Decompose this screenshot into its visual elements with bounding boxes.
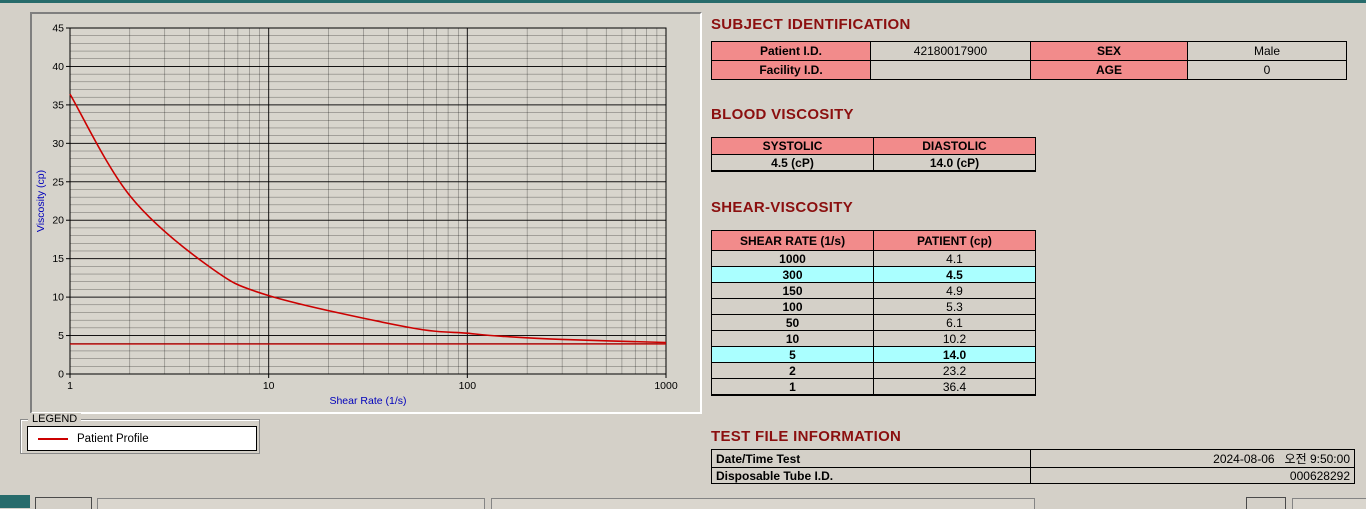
svg-text:0: 0 bbox=[58, 369, 64, 381]
svg-text:25: 25 bbox=[52, 176, 64, 188]
subject-identification-title: SUBJECT IDENTIFICATION bbox=[711, 16, 911, 33]
table-row: Facility I.D. AGE 0 bbox=[711, 60, 1347, 80]
svg-text:1000: 1000 bbox=[654, 380, 678, 392]
shear-rate-cell: 1 bbox=[711, 378, 874, 396]
shear-rate-cell: 50 bbox=[711, 314, 874, 331]
bottom-left-corner-block bbox=[0, 495, 30, 508]
table-row: Disposable Tube I.D. 000628292 bbox=[711, 467, 1355, 484]
legend-caption: LEGEND bbox=[28, 413, 82, 425]
patient-cp-header: PATIENT (cp) bbox=[873, 230, 1036, 251]
patient-profile-line-sample bbox=[38, 437, 68, 440]
sex-label: SEX bbox=[1030, 41, 1188, 61]
table-row: Date/Time Test 2024-08-06 오전 9:50:00 bbox=[711, 449, 1355, 468]
svg-text:1: 1 bbox=[67, 380, 73, 392]
diastolic-header: DIASTOLIC bbox=[873, 137, 1036, 155]
svg-text:100: 100 bbox=[459, 380, 477, 392]
svg-text:20: 20 bbox=[52, 215, 64, 227]
partial-panel-3[interactable] bbox=[1292, 498, 1366, 509]
shear-viscosity-table: SHEAR RATE (1/s) PATIENT (cp) 1000 4.1 3… bbox=[711, 230, 1036, 396]
partial-panel-1[interactable] bbox=[97, 498, 485, 509]
table-header-row: SHEAR RATE (1/s) PATIENT (cp) bbox=[711, 230, 1036, 251]
patient-value-cell: 10.2 bbox=[873, 330, 1036, 347]
sex-value: Male bbox=[1187, 41, 1347, 61]
facility-id-label: Facility I.D. bbox=[711, 60, 871, 80]
legend-group: LEGEND Patient Profile bbox=[20, 413, 260, 454]
shear-rate-header: SHEAR RATE (1/s) bbox=[711, 230, 874, 251]
viscosity-chart: 0 5 10 15 20 25 30 35 40 45 1 10 100 1000 Viscosity (c… bbox=[35, 23, 678, 408]
top-edge-strip bbox=[0, 0, 1366, 3]
shear-rate-cell: 2 bbox=[711, 362, 874, 379]
table-row: 150 4.9 bbox=[711, 282, 1036, 299]
svg-text:30: 30 bbox=[52, 138, 64, 150]
shear-rate-cell: 10 bbox=[711, 330, 874, 347]
age-label: AGE bbox=[1030, 60, 1188, 80]
patient-value-cell: 4.9 bbox=[873, 282, 1036, 299]
blood-viscosity-table: SYSTOLIC DIASTOLIC 4.5 (cP) 14.0 (cP) bbox=[711, 137, 1036, 172]
svg-text:35: 35 bbox=[52, 99, 64, 111]
table-row: 1 36.4 bbox=[711, 378, 1036, 396]
table-row: 1000 4.1 bbox=[711, 250, 1036, 267]
facility-id-value bbox=[870, 60, 1031, 80]
patient-value-cell: 4.5 bbox=[873, 266, 1036, 283]
disposable-tube-id-label: Disposable Tube I.D. bbox=[711, 467, 1031, 484]
svg-text:10: 10 bbox=[263, 380, 275, 392]
date-time-test-label: Date/Time Test bbox=[711, 449, 1031, 468]
blood-viscosity-title: BLOOD VISCOSITY bbox=[711, 106, 854, 123]
legend-box: Patient Profile bbox=[27, 426, 257, 451]
patient-value-cell: 4.1 bbox=[873, 250, 1036, 267]
svg-text:45: 45 bbox=[52, 23, 64, 35]
svg-text:Viscosity (cp): Viscosity (cp) bbox=[35, 170, 47, 232]
legend-series-label: Patient Profile bbox=[77, 432, 149, 445]
shear-rate-cell: 5 bbox=[711, 346, 874, 363]
shear-rate-cell: 100 bbox=[711, 298, 874, 315]
systolic-header: SYSTOLIC bbox=[711, 137, 874, 155]
disposable-tube-id-value: 000628292 bbox=[1030, 467, 1355, 484]
table-row: 50 6.1 bbox=[711, 314, 1036, 331]
table-row: 5 14.0 bbox=[711, 346, 1036, 363]
table-row: Patient I.D. 42180017900 SEX Male bbox=[711, 41, 1347, 61]
chart-panel: 0 5 10 15 20 25 30 35 40 45 1 10 100 1000 Viscosity (c… bbox=[30, 12, 702, 414]
shear-rate-cell: 300 bbox=[711, 266, 874, 283]
shear-rate-cell: 1000 bbox=[711, 250, 874, 267]
subject-identification-table: Patient I.D. 42180017900 SEX Male Facili… bbox=[711, 41, 1347, 80]
partial-button-2[interactable] bbox=[1246, 497, 1286, 509]
patient-value-cell: 23.2 bbox=[873, 362, 1036, 379]
age-value: 0 bbox=[1187, 60, 1347, 80]
patient-value-cell: 14.0 bbox=[873, 346, 1036, 363]
systolic-value: 4.5 (cP) bbox=[711, 154, 874, 172]
table-row: 4.5 (cP) 14.0 (cP) bbox=[711, 154, 1036, 172]
patient-value-cell: 36.4 bbox=[873, 378, 1036, 396]
patient-value-cell: 6.1 bbox=[873, 314, 1036, 331]
svg-text:Shear Rate (1/s): Shear Rate (1/s) bbox=[329, 395, 406, 407]
diastolic-value: 14.0 (cP) bbox=[873, 154, 1036, 172]
shear-viscosity-title: SHEAR-VISCOSITY bbox=[711, 199, 854, 216]
patient-value-cell: 5.3 bbox=[873, 298, 1036, 315]
svg-text:10: 10 bbox=[52, 292, 64, 304]
test-file-information-title: TEST FILE INFORMATION bbox=[711, 428, 902, 445]
svg-text:5: 5 bbox=[58, 330, 64, 342]
partial-button-1[interactable] bbox=[35, 497, 92, 509]
table-row: 10 10.2 bbox=[711, 330, 1036, 347]
date-time-test-value: 2024-08-06 오전 9:50:00 bbox=[1030, 449, 1355, 468]
svg-text:40: 40 bbox=[52, 61, 64, 73]
table-row: 100 5.3 bbox=[711, 298, 1036, 315]
svg-text:15: 15 bbox=[52, 253, 64, 265]
test-file-information-table: Date/Time Test 2024-08-06 오전 9:50:00 Dis… bbox=[711, 449, 1355, 484]
shear-rate-cell: 150 bbox=[711, 282, 874, 299]
partial-panel-2[interactable] bbox=[491, 498, 1035, 509]
table-row: 2 23.2 bbox=[711, 362, 1036, 379]
patient-id-label: Patient I.D. bbox=[711, 41, 871, 61]
patient-id-value: 42180017900 bbox=[870, 41, 1031, 61]
table-row: 300 4.5 bbox=[711, 266, 1036, 283]
table-header-row: SYSTOLIC DIASTOLIC bbox=[711, 137, 1036, 155]
